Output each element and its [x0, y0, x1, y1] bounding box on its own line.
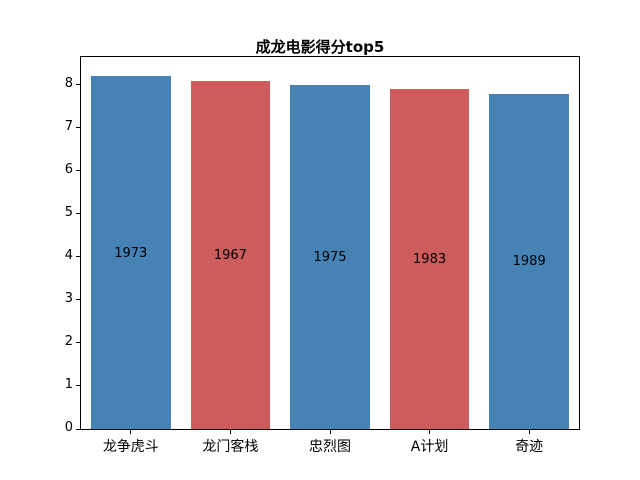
bar-忠烈图: 1975: [290, 84, 370, 429]
bar-奇迹: 1989: [489, 93, 570, 429]
bar-龙争虎斗: 1973: [90, 76, 171, 429]
x-tick-mark: [528, 430, 530, 434]
y-tick-mark: [76, 213, 80, 215]
bar-value-label: 1983: [413, 252, 447, 268]
y-tick-mark: [76, 84, 80, 86]
bar-value-label: 1989: [512, 254, 546, 270]
y-tick-label: 6: [64, 161, 73, 177]
y-tick-mark: [76, 256, 80, 258]
y-tick-mark: [76, 127, 80, 129]
y-tick-mark: [76, 428, 80, 430]
x-tick-mark: [329, 430, 331, 434]
x-tick-label: A计划: [410, 439, 449, 455]
y-tick-label: 4: [64, 247, 73, 263]
y-tick-label: 2: [64, 333, 73, 349]
x-tick-mark: [429, 430, 431, 434]
y-tick-mark: [76, 342, 80, 344]
y-tick-label: 8: [64, 75, 73, 91]
y-tick-mark: [76, 299, 80, 301]
y-tick-mark: [76, 170, 80, 172]
x-tick-label: 龙门客栈: [202, 439, 259, 455]
y-tick-label: 3: [64, 290, 73, 306]
x-tick-mark: [229, 430, 231, 434]
y-tick-mark: [76, 385, 80, 387]
x-tick-label: 奇迹: [515, 439, 544, 455]
bar-value-label: 1975: [313, 249, 347, 265]
x-tick-label: 忠烈图: [309, 439, 351, 455]
bar-A计划: 1983: [389, 89, 470, 429]
y-tick-label: 5: [64, 204, 73, 220]
y-tick-label: 0: [64, 420, 73, 435]
bar-value-label: 1967: [213, 247, 247, 263]
x-tick-mark: [130, 430, 132, 434]
bar-龙门客栈: 1967: [190, 80, 271, 429]
bar-value-label: 1973: [114, 245, 148, 261]
x-tick-label: 龙争虎斗: [102, 439, 159, 455]
chart-title: 成龙电影得分top5: [255, 38, 385, 56]
y-tick-label: 1: [64, 376, 73, 392]
plot-area: 0 1 2 3 4 5 6 7 8 1973 龙争虎斗 1967 龙门客栈 1975 忠烈图 1983 A计划 1…: [65, 56, 580, 455]
y-tick-label: 7: [64, 118, 73, 134]
